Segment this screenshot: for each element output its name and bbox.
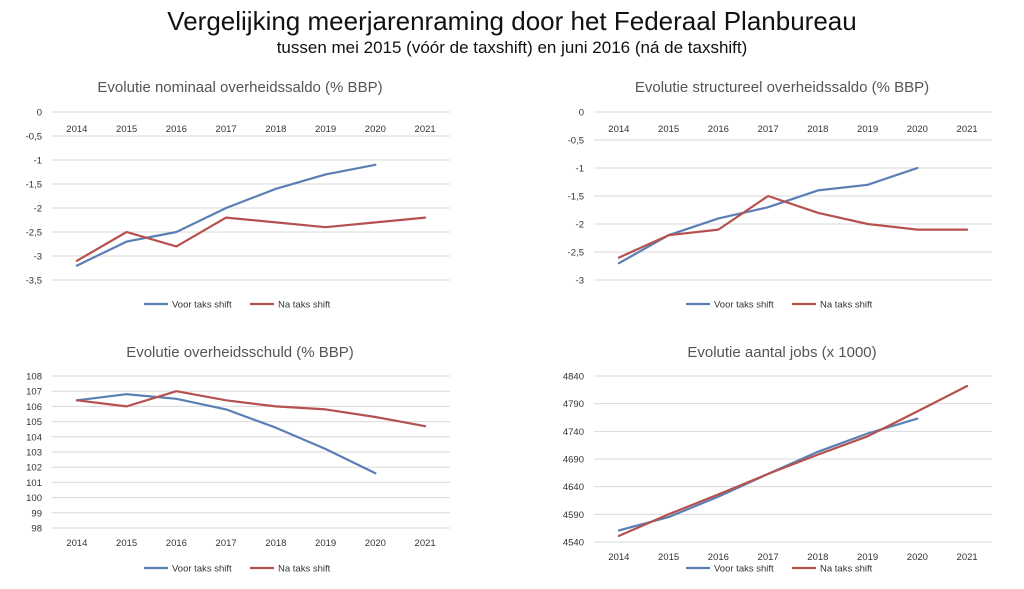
x-tick-label: 2020 — [365, 124, 386, 135]
x-tick-label: 2021 — [957, 552, 978, 563]
y-tick-label: 4640 — [563, 482, 584, 493]
y-tick-label: 105 — [26, 417, 42, 428]
x-tick-label: 2016 — [708, 124, 729, 135]
x-tick-label: 2015 — [116, 124, 137, 135]
legend-label: Na taks shift — [820, 300, 873, 311]
y-tick-label: -0,5 — [26, 132, 42, 143]
y-tick-label: -3,5 — [26, 276, 42, 287]
y-tick-label: 104 — [26, 432, 42, 443]
y-tick-label: 103 — [26, 448, 42, 459]
x-tick-label: 2014 — [66, 124, 87, 135]
y-tick-label: -3 — [576, 276, 584, 287]
legend-label: Voor taks shift — [172, 564, 232, 575]
x-tick-label: 2014 — [608, 124, 629, 135]
x-tick-label: 2015 — [658, 552, 679, 563]
chart-structureel-saldo: Evolutie structureel overheidssaldo (% B… — [568, 79, 992, 311]
legend-label: Voor taks shift — [714, 300, 774, 311]
y-tick-label: -2,5 — [26, 228, 42, 239]
y-tick-label: -1 — [34, 156, 42, 167]
x-tick-label: 2016 — [708, 552, 729, 563]
series-line-voor-taks-shift — [75, 393, 377, 475]
x-tick-label: 2021 — [415, 538, 436, 549]
y-tick-label: -3 — [34, 252, 42, 263]
y-tick-label: 102 — [26, 463, 42, 474]
y-tick-label: 108 — [26, 372, 42, 383]
x-tick-label: 2017 — [758, 124, 779, 135]
chart-title: Evolutie overheidsschuld (% BBP) — [126, 344, 354, 361]
y-tick-label: 4690 — [563, 455, 584, 466]
legend-label: Na taks shift — [278, 300, 331, 311]
legend-label: Voor taks shift — [714, 564, 774, 575]
x-tick-label: 2019 — [315, 538, 336, 549]
x-tick-label: 2018 — [265, 124, 286, 135]
x-tick-label: 2020 — [365, 538, 386, 549]
y-tick-label: 4540 — [563, 538, 584, 549]
x-tick-label: 2021 — [957, 124, 978, 135]
page-title: Vergelijking meerjarenraming door het Fe… — [167, 6, 857, 36]
x-tick-label: 2018 — [265, 538, 286, 549]
x-tick-label: 2016 — [166, 538, 187, 549]
series-line-na-taks-shift — [75, 216, 427, 262]
x-tick-label: 2017 — [216, 538, 237, 549]
series-line-na-taks-shift — [617, 384, 969, 537]
y-tick-label: 4740 — [563, 427, 584, 438]
x-tick-label: 2019 — [857, 124, 878, 135]
y-tick-label: 98 — [31, 524, 42, 535]
chart-nominaal-saldo: Evolutie nominaal overheidssaldo (% BBP)… — [26, 79, 450, 311]
x-tick-label: 2017 — [216, 124, 237, 135]
y-tick-label: -2,5 — [568, 248, 584, 259]
x-tick-label: 2019 — [857, 552, 878, 563]
x-tick-label: 2016 — [166, 124, 187, 135]
chart-title: Evolutie structureel overheidssaldo (% B… — [635, 79, 929, 96]
series-line-na-taks-shift — [75, 390, 427, 428]
x-tick-label: 2018 — [807, 552, 828, 563]
legend-label: Voor taks shift — [172, 300, 232, 311]
chart-title: Evolutie nominaal overheidssaldo (% BBP) — [97, 79, 382, 96]
chart-aantal-jobs: Evolutie aantal jobs (x 1000) 4540 4590 464… — [563, 344, 992, 575]
series-line-na-taks-shift — [617, 194, 969, 259]
x-tick-label: 2020 — [907, 552, 928, 563]
y-tick-label: -1,5 — [26, 180, 42, 191]
y-tick-label: -2 — [576, 220, 584, 231]
x-tick-label: 2015 — [658, 124, 679, 135]
x-tick-label: 2015 — [116, 538, 137, 549]
x-tick-label: 2017 — [758, 552, 779, 563]
x-tick-label: 2020 — [907, 124, 928, 135]
x-tick-label: 2014 — [608, 552, 629, 563]
y-tick-label: 107 — [26, 387, 42, 398]
series-line-voor-taks-shift — [75, 163, 377, 267]
x-tick-label: 2019 — [315, 124, 336, 135]
x-tick-label: 2014 — [66, 538, 87, 549]
chart-overheidsschuld: Evolutie overheidsschuld (% BBP) 98 99 100 1… — [26, 344, 450, 575]
series-line-voor-taks-shift — [617, 166, 919, 265]
y-tick-label: 101 — [26, 478, 42, 489]
y-tick-label: 0 — [37, 108, 42, 119]
page-subtitle: tussen mei 2015 (vóór de taxshift) en ju… — [276, 38, 748, 57]
y-tick-label: 99 — [31, 508, 42, 519]
y-tick-label: 4840 — [563, 372, 584, 383]
y-tick-label: -1,5 — [568, 192, 584, 203]
y-tick-label: -0,5 — [568, 136, 584, 147]
y-tick-label: -2 — [34, 204, 42, 215]
legend-label: Na taks shift — [278, 564, 331, 575]
chart-title: Evolutie aantal jobs (x 1000) — [687, 344, 876, 361]
y-tick-label: 4590 — [563, 510, 584, 521]
x-tick-label: 2021 — [415, 124, 436, 135]
x-tick-label: 2018 — [807, 124, 828, 135]
y-tick-label: -1 — [576, 164, 584, 175]
y-tick-label: 0 — [579, 108, 584, 119]
y-tick-label: 106 — [26, 402, 42, 413]
y-tick-label: 100 — [26, 493, 42, 504]
y-tick-label: 4790 — [563, 399, 584, 410]
legend-label: Na taks shift — [820, 564, 873, 575]
